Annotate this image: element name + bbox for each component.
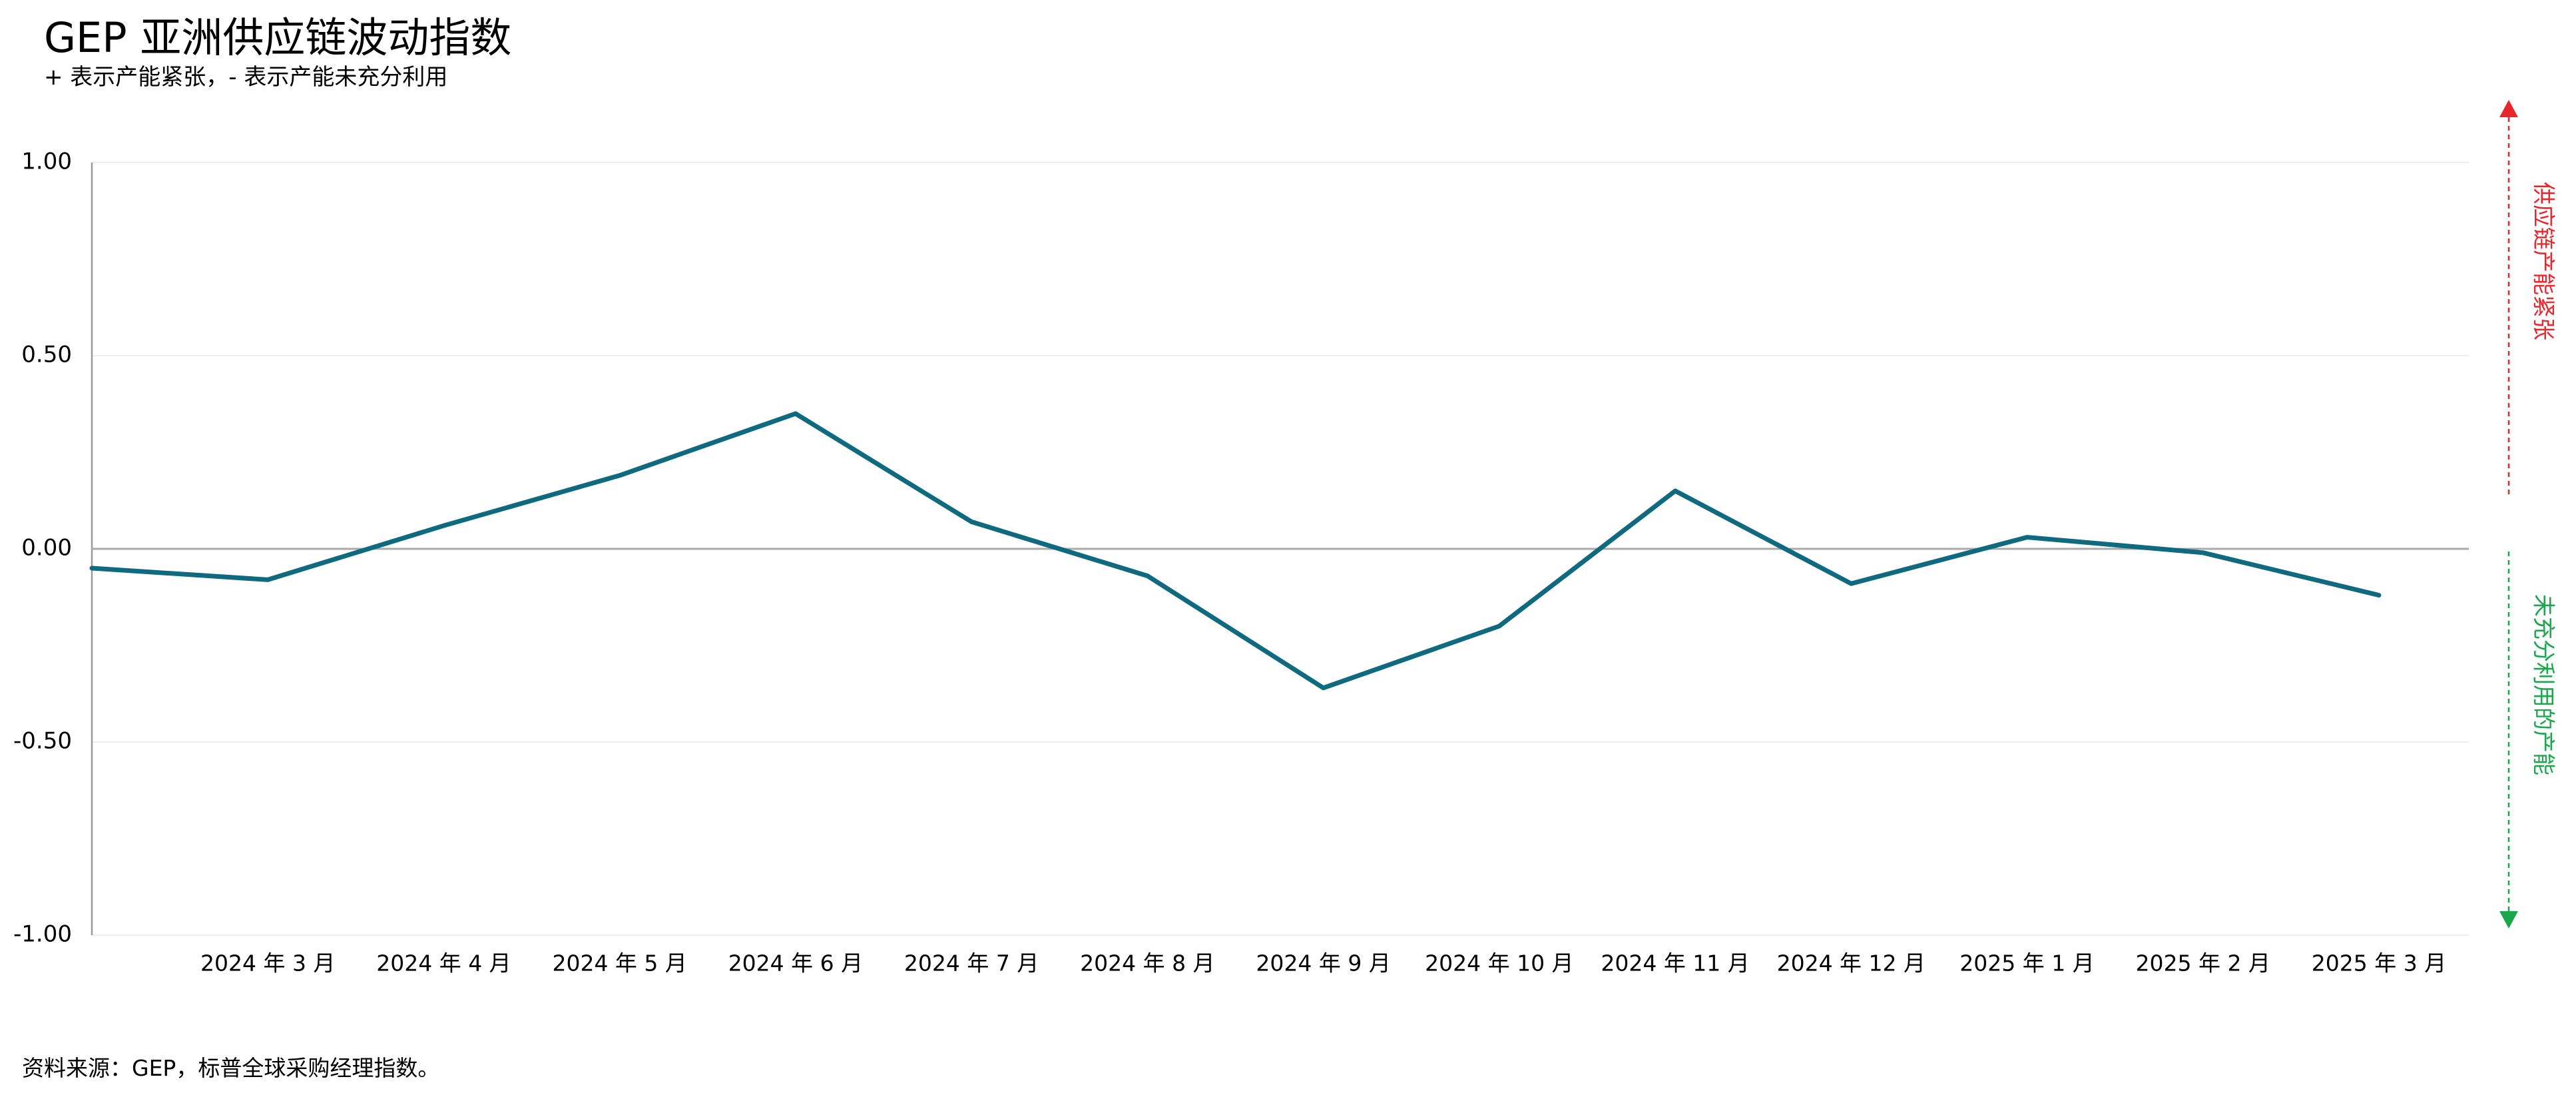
- x-tick-label: 2024 年 5 月: [552, 950, 686, 976]
- x-tick-label: 2025 年 1 月: [1959, 950, 2094, 976]
- x-tick-label: 2024 年 12 月: [1777, 950, 1926, 976]
- underutilized-capacity-annotation: 未充分利用的产能: [2499, 552, 2557, 928]
- grid-lines: [92, 162, 2469, 936]
- underutilized-capacity-label: 未充分利用的产能: [2530, 594, 2557, 775]
- capacity-tension-label: 供应链产能紧张: [2530, 182, 2557, 340]
- x-tick-label: 2025 年 2 月: [2136, 950, 2270, 976]
- x-tick-label: 2024 年 9 月: [1256, 950, 1390, 976]
- y-tick-label: -0.50: [13, 728, 72, 755]
- x-tick-label: 2024 年 11 月: [1601, 950, 1749, 976]
- x-tick-label: 2024 年 8 月: [1080, 950, 1214, 976]
- source-note: 资料来源：GEP，标普全球采购经理指数。: [22, 1055, 440, 1081]
- chart-title: GEP 亚洲供应链波动指数: [44, 13, 512, 62]
- y-tick-label: 0.00: [21, 535, 72, 561]
- capacity-tension-annotation: 供应链产能紧张: [2499, 100, 2557, 498]
- x-tick-label: 2024 年 7 月: [904, 950, 1039, 976]
- x-tick-label: 2025 年 3 月: [2312, 950, 2446, 976]
- x-axis-ticks: 2024 年 3 月 2024 年 4 月 2024 年 5 月 2024 年 6 月…: [200, 950, 2446, 976]
- x-tick-label: 2024 年 6 月: [728, 950, 863, 976]
- down-arrow-icon: [2499, 911, 2518, 928]
- y-axis-ticks: 1.00 0.50 0.00 -0.50 -1.00: [13, 149, 72, 948]
- x-tick-label: 2024 年 3 月: [200, 950, 335, 976]
- x-tick-label: 2024 年 4 月: [376, 950, 511, 976]
- y-tick-label: -1.00: [13, 921, 72, 948]
- series-line: [89, 411, 2382, 691]
- up-arrow-icon: [2499, 100, 2518, 117]
- y-tick-label: 1.00: [21, 149, 72, 175]
- y-tick-label: 0.50: [21, 342, 72, 368]
- chart-subtitle: + 表示产能紧张，- 表示产能未充分利用: [44, 64, 448, 91]
- x-tick-label: 2024 年 10 月: [1425, 950, 1573, 976]
